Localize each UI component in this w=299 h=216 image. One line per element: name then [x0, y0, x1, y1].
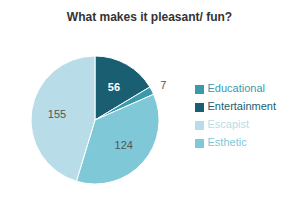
svg-text:155: 155: [48, 108, 66, 120]
html-text:What makes it pleasant/ fun?: What makes it pleasant/ fun?: [66, 10, 233, 24]
svg-text:124: 124: [115, 139, 133, 151]
html-text:Entertainment: Entertainment: [207, 100, 276, 112]
svg-text:7: 7: [160, 79, 166, 91]
svg-text:56: 56: [108, 81, 120, 93]
html-text:Escapist: Escapist: [207, 118, 250, 130]
html-text:Esthetic: Esthetic: [207, 136, 247, 148]
html-text:Educational: Educational: [207, 82, 265, 94]
